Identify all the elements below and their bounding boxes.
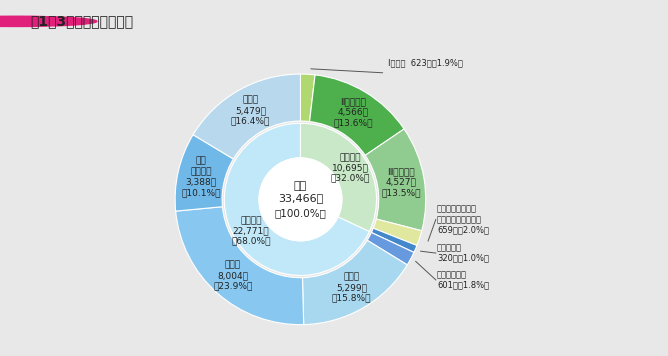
Circle shape xyxy=(259,158,342,241)
Wedge shape xyxy=(301,74,315,122)
Text: 郵政一般職
320人（1.0%）: 郵政一般職 320人（1.0%） xyxy=(437,244,489,263)
Text: 国税専門官試験・
労働基準監督官試験
659人（2.0%）: 国税専門官試験・ 労働基準監督官試験 659人（2.0%） xyxy=(437,205,489,234)
Text: Ⅱ種試験等
4,566人
（13.6%）: Ⅱ種試験等 4,566人 （13.6%） xyxy=(333,98,373,127)
Wedge shape xyxy=(365,129,426,231)
Wedge shape xyxy=(176,207,304,325)
Wedge shape xyxy=(303,240,407,325)
Wedge shape xyxy=(371,228,417,252)
Circle shape xyxy=(0,16,97,26)
Wedge shape xyxy=(373,219,422,246)
Wedge shape xyxy=(224,123,369,276)
Text: 教育職
5,299人
（15.8%）: 教育職 5,299人 （15.8%） xyxy=(331,273,371,303)
Wedge shape xyxy=(367,232,414,265)
Text: Ⅲ種試験等
4,527人
（13.5%）: Ⅲ種試験等 4,527人 （13.5%） xyxy=(381,167,420,197)
Text: 33,466人: 33,466人 xyxy=(278,193,323,203)
Text: 総数: 総数 xyxy=(294,181,307,191)
Text: 医療職
8,004人
（23.9%）: 医療職 8,004人 （23.9%） xyxy=(213,261,253,290)
Wedge shape xyxy=(193,74,301,159)
Text: 選考採用
22,771人
（68.0%）: 選考採用 22,771人 （68.0%） xyxy=(231,216,271,246)
Text: 技能・労務職
601人（1.8%）: 技能・労務職 601人（1.8%） xyxy=(437,270,489,290)
Wedge shape xyxy=(309,75,404,155)
Text: その他
5,479人
（16.4%）: その他 5,479人 （16.4%） xyxy=(230,96,270,126)
Text: （100.0%）: （100.0%） xyxy=(275,208,327,218)
Text: 郵政
外務職等
3,388人
（10.1%）: 郵政 外務職等 3,388人 （10.1%） xyxy=(182,157,221,197)
Wedge shape xyxy=(175,135,233,211)
Text: Ⅰ種試験  623人（1.9%）: Ⅰ種試験 623人（1.9%） xyxy=(387,58,462,67)
Text: 図1－3　職員の採用状況: 図1－3 職員の採用状況 xyxy=(30,14,133,28)
Wedge shape xyxy=(301,123,377,231)
Text: 試験採用
10,695人
（32.0%）: 試験採用 10,695人 （32.0%） xyxy=(330,153,369,183)
